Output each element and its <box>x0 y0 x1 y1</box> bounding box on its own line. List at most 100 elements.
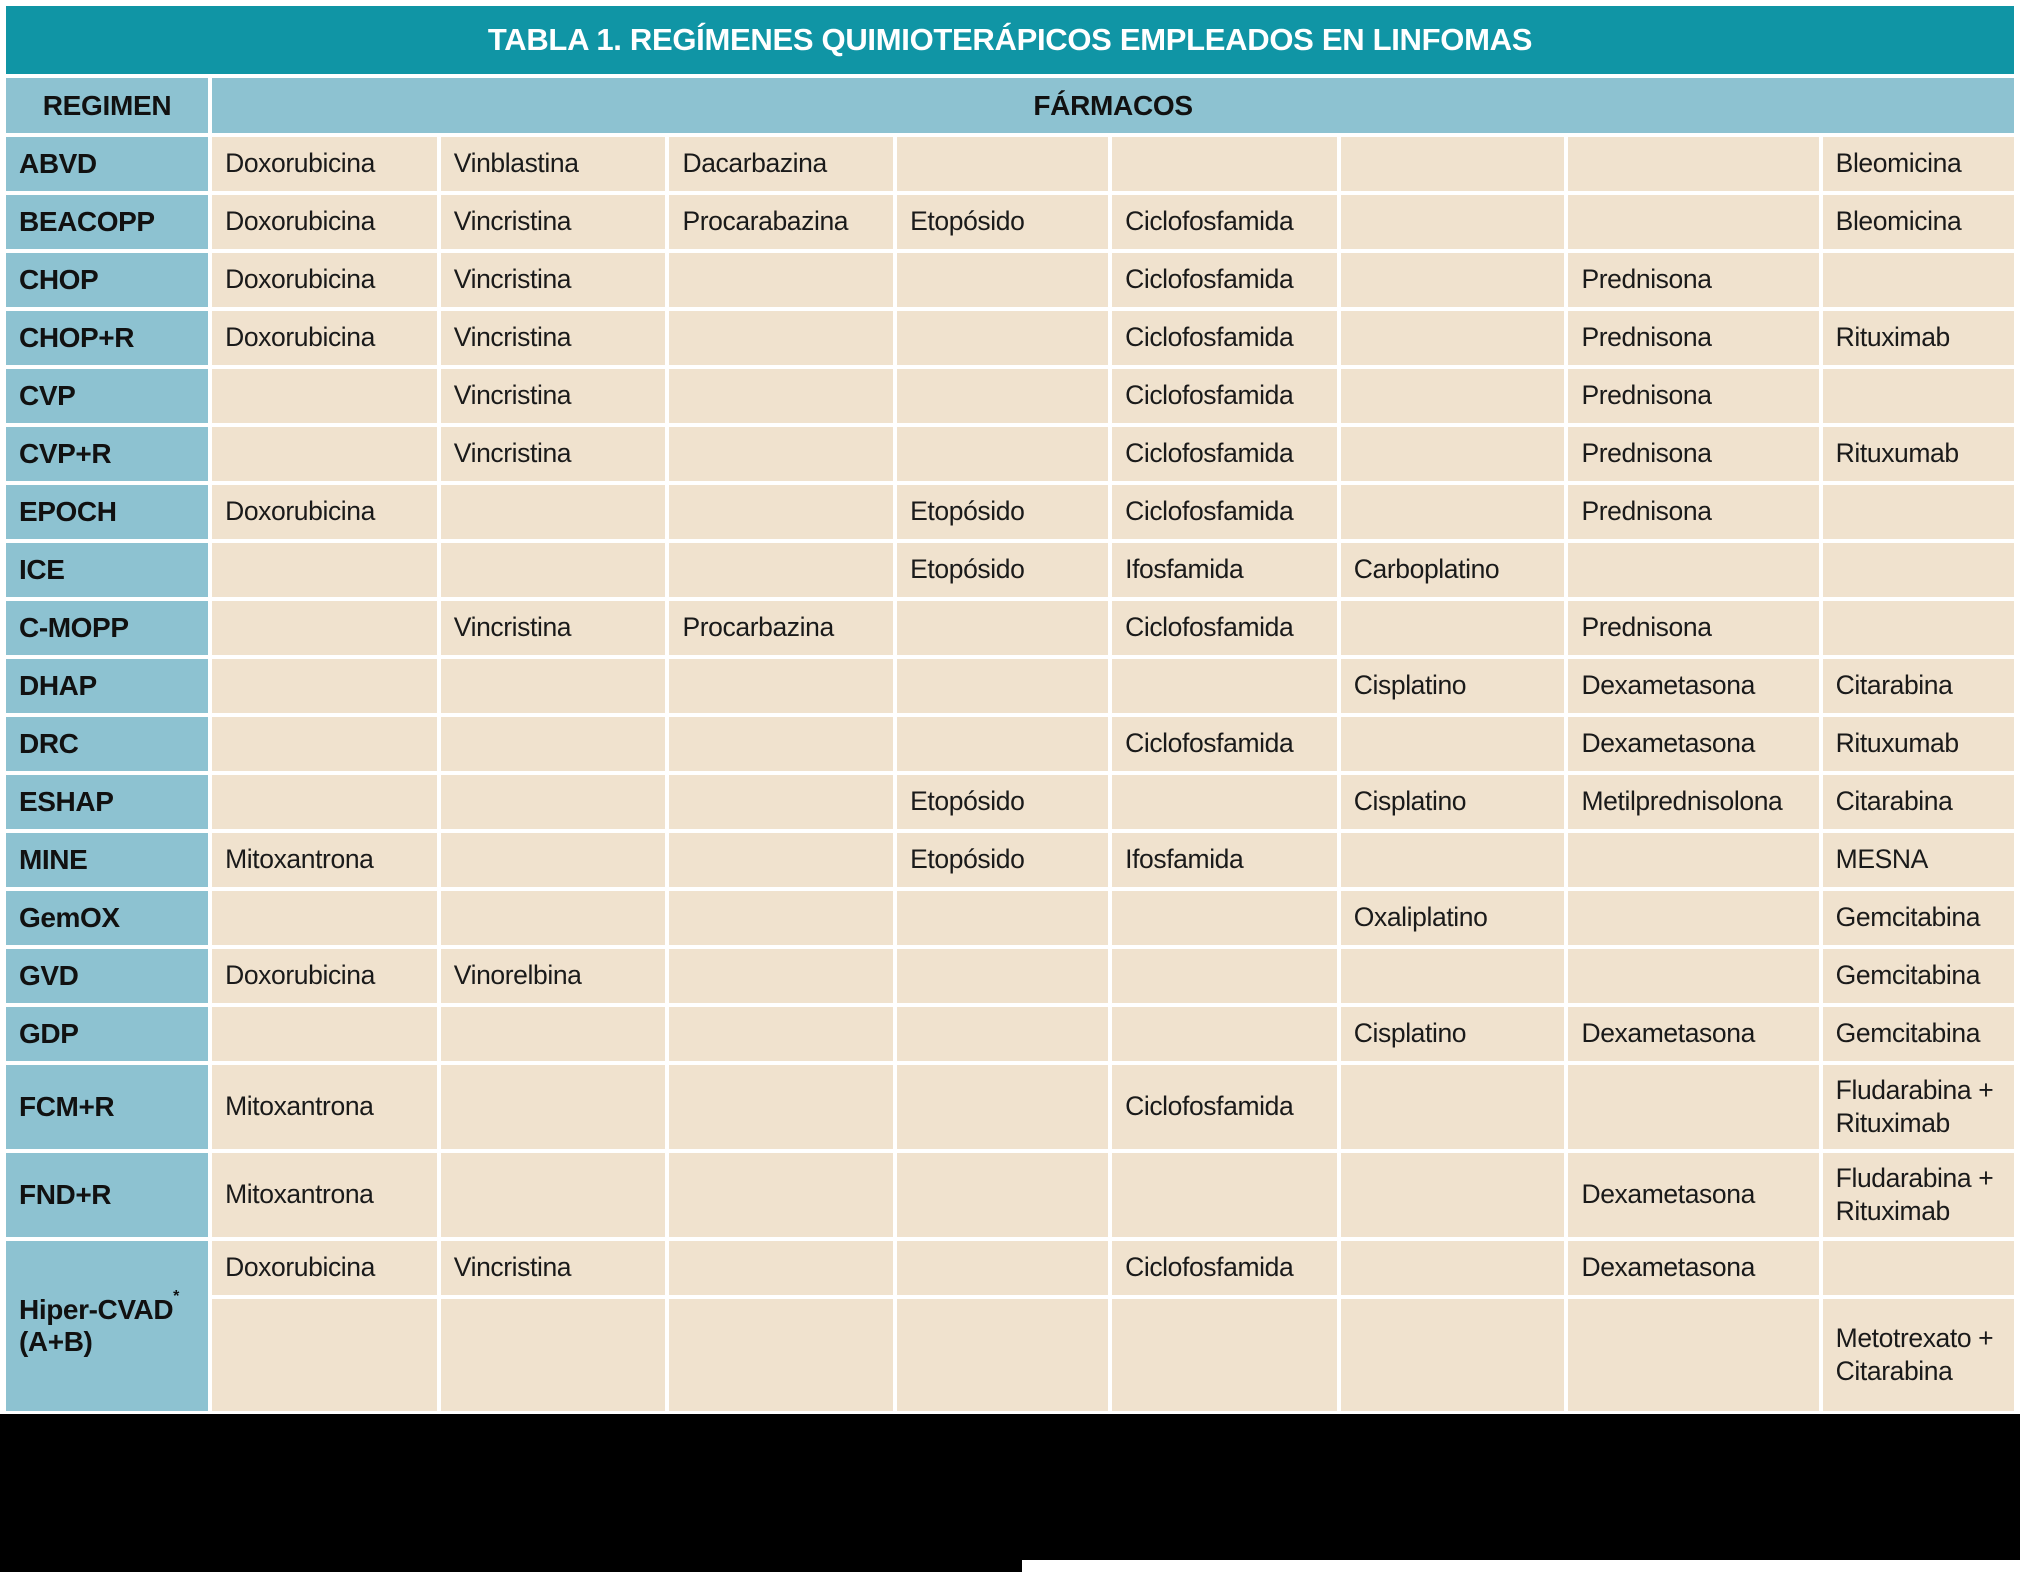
drug-cell: Etopósido <box>897 195 1109 249</box>
drug-cell: Ciclofosfamida <box>1112 311 1337 365</box>
regimen-cell: CHOP+R <box>6 311 209 365</box>
empty-drug-cell <box>669 1241 894 1295</box>
empty-drug-cell <box>669 775 894 829</box>
drug-cell: Prednisona <box>1568 253 1819 307</box>
drug-cell: Rituxumab <box>1822 427 2014 481</box>
empty-drug-cell <box>212 659 437 713</box>
drug-cell: Etopósido <box>897 485 1109 539</box>
drug-cell: Bleomicina <box>1822 195 2014 249</box>
empty-drug-cell <box>1340 949 1565 1003</box>
drug-cell: Fludarabina + Rituximab <box>1822 1153 2014 1237</box>
drug-cell: Dexametasona <box>1568 1241 1819 1295</box>
empty-drug-cell <box>897 1241 1109 1295</box>
drug-cell: Gemcitabina <box>1822 949 2014 1003</box>
empty-drug-cell <box>1822 369 2014 423</box>
empty-drug-cell <box>440 775 666 829</box>
empty-drug-cell <box>1112 1299 1337 1411</box>
empty-drug-cell <box>1568 543 1819 597</box>
drug-cell: Vincristina <box>440 369 666 423</box>
empty-drug-cell <box>440 833 666 887</box>
empty-drug-cell <box>440 891 666 945</box>
empty-drug-cell <box>1340 1153 1565 1237</box>
drug-cell: Rituxumab <box>1822 717 2014 771</box>
drug-cell: Doxorubicina <box>212 949 437 1003</box>
regimen-cell: FND+R <box>6 1153 209 1237</box>
empty-drug-cell <box>1340 601 1565 655</box>
drug-cell: Vinorelbina <box>440 949 666 1003</box>
drug-cell: Vincristina <box>440 253 666 307</box>
empty-drug-cell <box>897 601 1109 655</box>
regimen-cell: CVP <box>6 369 209 423</box>
empty-drug-cell <box>1340 137 1565 191</box>
drug-cell: Etopósido <box>897 543 1109 597</box>
empty-drug-cell <box>440 1065 666 1149</box>
drug-cell: Vincristina <box>440 195 666 249</box>
empty-drug-cell <box>1112 891 1337 945</box>
empty-drug-cell <box>669 891 894 945</box>
drug-cell: Procarbazina <box>669 601 894 655</box>
regimen-cell: DRC <box>6 717 209 771</box>
empty-drug-cell <box>897 253 1109 307</box>
empty-drug-cell <box>1340 253 1565 307</box>
empty-drug-cell <box>669 833 894 887</box>
drug-cell: Carboplatino <box>1340 543 1565 597</box>
drug-cell: Etopósido <box>897 833 1109 887</box>
empty-drug-cell <box>897 949 1109 1003</box>
drug-cell: Metotrexato + Citarabina <box>1822 1299 2014 1411</box>
empty-drug-cell <box>212 717 437 771</box>
drug-cell: Mitoxantrona <box>212 833 437 887</box>
empty-drug-cell <box>440 485 666 539</box>
drug-cell: Metilprednisolona <box>1568 775 1819 829</box>
drug-cell: Rituximab <box>1822 311 2014 365</box>
drug-cell: Doxorubicina <box>212 253 437 307</box>
redacted-footnote-block <box>0 1414 2020 1560</box>
drug-cell: Vincristina <box>440 311 666 365</box>
empty-drug-cell <box>897 311 1109 365</box>
empty-drug-cell <box>1568 1299 1819 1411</box>
empty-drug-cell <box>1112 659 1337 713</box>
drug-cell: Prednisona <box>1568 311 1819 365</box>
drugs-column-header: FÁRMACOS <box>212 78 2014 133</box>
empty-drug-cell <box>897 137 1109 191</box>
empty-drug-cell <box>440 659 666 713</box>
empty-drug-cell <box>1112 949 1337 1003</box>
empty-drug-cell <box>212 1299 437 1411</box>
drug-cell: Cisplatino <box>1340 1007 1565 1061</box>
regimen-cell: ESHAP <box>6 775 209 829</box>
drug-cell: Ciclofosfamida <box>1112 1241 1337 1295</box>
drug-cell: Ciclofosfamida <box>1112 253 1337 307</box>
regimen-cell: ICE <box>6 543 209 597</box>
drug-cell: Dexametasona <box>1568 1153 1819 1237</box>
empty-drug-cell <box>1340 717 1565 771</box>
empty-drug-cell <box>669 1299 894 1411</box>
drug-cell: Doxorubicina <box>212 485 437 539</box>
drug-cell: Doxorubicina <box>212 137 437 191</box>
regimen-cell: GemOX <box>6 891 209 945</box>
empty-drug-cell <box>669 1065 894 1149</box>
empty-drug-cell <box>1340 1065 1565 1149</box>
empty-drug-cell <box>897 891 1109 945</box>
empty-drug-cell <box>1340 311 1565 365</box>
empty-drug-cell <box>440 1007 666 1061</box>
regimen-cell: EPOCH <box>6 485 209 539</box>
empty-drug-cell <box>1568 891 1819 945</box>
drug-cell: Bleomicina <box>1822 137 2014 191</box>
empty-drug-cell <box>1340 369 1565 423</box>
drug-cell: Prednisona <box>1568 601 1819 655</box>
empty-drug-cell <box>1822 1241 2014 1295</box>
empty-drug-cell <box>1822 253 2014 307</box>
empty-drug-cell <box>1568 949 1819 1003</box>
drug-cell: Doxorubicina <box>212 195 437 249</box>
empty-drug-cell <box>897 659 1109 713</box>
empty-drug-cell <box>669 949 894 1003</box>
empty-drug-cell <box>1340 195 1565 249</box>
empty-drug-cell <box>897 1299 1109 1411</box>
empty-drug-cell <box>669 543 894 597</box>
drug-cell: Ciclofosfamida <box>1112 601 1337 655</box>
empty-drug-cell <box>1112 775 1337 829</box>
drug-cell: MESNA <box>1822 833 2014 887</box>
drug-cell: Prednisona <box>1568 369 1819 423</box>
drug-cell: Gemcitabina <box>1822 1007 2014 1061</box>
empty-drug-cell <box>1112 1153 1337 1237</box>
empty-drug-cell <box>897 369 1109 423</box>
